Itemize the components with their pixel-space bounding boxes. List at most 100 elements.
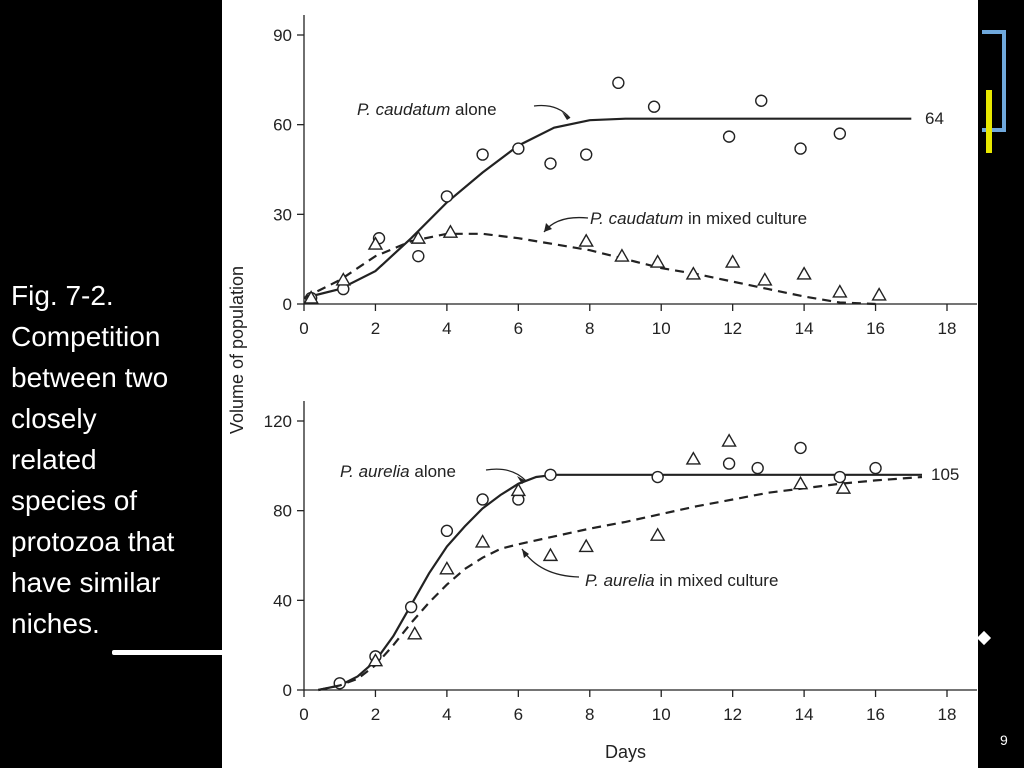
- caption-line: have similar: [11, 567, 161, 598]
- y-axis-title: Volume of population: [227, 266, 247, 434]
- chart-panel-2: 0 40 80 120 0 2 4 6 8 10 12 14 16 18 P. aurelia alone 1…: [264, 401, 977, 762]
- data-point-circle: [440, 524, 454, 538]
- x-tick-label: 10: [652, 705, 671, 724]
- x-tick-label: 0: [299, 319, 308, 338]
- data-point-circle: [722, 130, 736, 143]
- x-tick-label: 12: [723, 705, 742, 724]
- caption-line: protozoa that: [11, 526, 175, 557]
- caption-line: niches.: [11, 608, 100, 639]
- y-tick-label: 90: [273, 26, 292, 45]
- data-point-triangle: [649, 527, 666, 541]
- annotation-arrow: [543, 216, 589, 233]
- x-tick-label: 14: [795, 705, 814, 724]
- data-point-triangle: [542, 547, 559, 562]
- data-point-triangle: [367, 652, 384, 667]
- data-point-triangle: [303, 290, 319, 304]
- series-label: P. aurelia in mixed culture: [585, 571, 778, 590]
- annotation-arrow: [533, 104, 571, 119]
- y-tick-label: 60: [273, 116, 292, 135]
- data-point-triangle: [614, 248, 630, 262]
- data-point-triangle: [578, 233, 594, 247]
- data-point-circle: [612, 76, 625, 90]
- arrow-head: [517, 476, 526, 484]
- series-line-2: [318, 475, 923, 692]
- data-point-circle: [869, 461, 882, 475]
- slide-number: 9: [1000, 732, 1008, 748]
- annotation-arrow: [485, 468, 527, 482]
- data-point-triangle: [796, 266, 812, 280]
- arrow-head: [544, 223, 552, 232]
- x-tick-label: 8: [585, 319, 594, 338]
- y-tick-label: 40: [273, 591, 292, 610]
- data-point-triangle: [685, 266, 702, 280]
- x-tick-label: 2: [371, 319, 380, 338]
- x-tick-label: 6: [514, 319, 523, 338]
- data-point-circle: [722, 457, 736, 470]
- data-point-circle: [544, 468, 557, 481]
- data-point-triangle: [439, 561, 455, 575]
- x-tick-label: 16: [866, 319, 885, 338]
- data-point-triangle: [510, 482, 527, 497]
- chart-panel-1: 0 30 60 90 0 2 4 6 8 10 12 14 16 18 P. caudatum alone 6…: [273, 15, 977, 338]
- x-tick-label: 0: [299, 705, 308, 724]
- y-tick-label: 0: [283, 681, 292, 700]
- data-point-circle: [647, 100, 661, 113]
- x-tick-label: 12: [723, 319, 742, 338]
- arrow-head: [522, 549, 529, 558]
- series-label: P. aurelia alone: [340, 462, 456, 481]
- x-tick-label: 6: [514, 705, 523, 724]
- figure-caption: Fig. 7-2. Competition between two closel…: [11, 275, 216, 644]
- data-point-triangle: [335, 272, 352, 286]
- data-point-circle: [476, 148, 489, 161]
- data-point-triangle: [792, 475, 809, 490]
- y-tick-label: 120: [264, 412, 292, 431]
- data-point-circle: [794, 441, 807, 455]
- arrow-head: [562, 112, 570, 120]
- data-point-triangle: [757, 272, 773, 286]
- data-point-triangle: [871, 287, 887, 301]
- series-end-value: 105: [931, 465, 959, 484]
- x-tick-label: 18: [938, 705, 957, 724]
- data-point-triangle: [474, 534, 491, 548]
- data-point-circle: [751, 461, 764, 475]
- data-point-circle: [755, 94, 768, 107]
- data-point-circle: [651, 470, 664, 484]
- caption-line: between two: [11, 362, 169, 393]
- data-point-triangle: [578, 538, 594, 553]
- series-label: P. caudatum in mixed culture: [590, 209, 807, 228]
- x-tick-label: 2: [371, 705, 380, 724]
- caption-line: Fig. 7-2.: [11, 280, 114, 311]
- data-point-circle: [544, 157, 557, 170]
- caption-line: closely: [11, 403, 97, 434]
- data-point-circle: [412, 249, 425, 263]
- x-tick-label: 4: [442, 319, 451, 338]
- decorative-diamond: [976, 630, 992, 646]
- data-point-triangle: [367, 236, 384, 250]
- figure-panel: [222, 0, 978, 768]
- data-point-circle: [833, 470, 847, 484]
- data-point-circle: [476, 493, 489, 506]
- caption-line: related: [11, 444, 97, 475]
- series-line-1: [303, 117, 912, 300]
- caption-underline: [112, 650, 225, 655]
- data-point-triangle: [835, 480, 852, 494]
- data-point-triangle: [721, 433, 737, 447]
- data-point-triangle: [724, 254, 741, 268]
- data-point-circle: [794, 142, 807, 155]
- y-tick-label: 30: [273, 205, 292, 224]
- data-point-triangle: [832, 284, 848, 298]
- x-tick-label: 4: [442, 705, 451, 724]
- caption-line: species of: [11, 485, 138, 516]
- x-tick-label: 18: [938, 319, 957, 338]
- x-tick-label: 16: [866, 705, 885, 724]
- series-label: P. caudatum alone: [357, 100, 497, 119]
- data-point-circle: [580, 148, 593, 161]
- series-line-2: [303, 232, 876, 306]
- data-point-circle: [440, 190, 454, 203]
- series-end-value: 64: [925, 109, 944, 128]
- data-point-circle: [512, 142, 525, 155]
- data-point-circle: [404, 600, 418, 614]
- caption-line: Competition: [11, 321, 161, 352]
- y-tick-label: 80: [273, 502, 292, 521]
